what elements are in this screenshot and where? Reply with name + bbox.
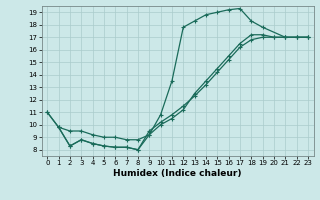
X-axis label: Humidex (Indice chaleur): Humidex (Indice chaleur) [113, 169, 242, 178]
